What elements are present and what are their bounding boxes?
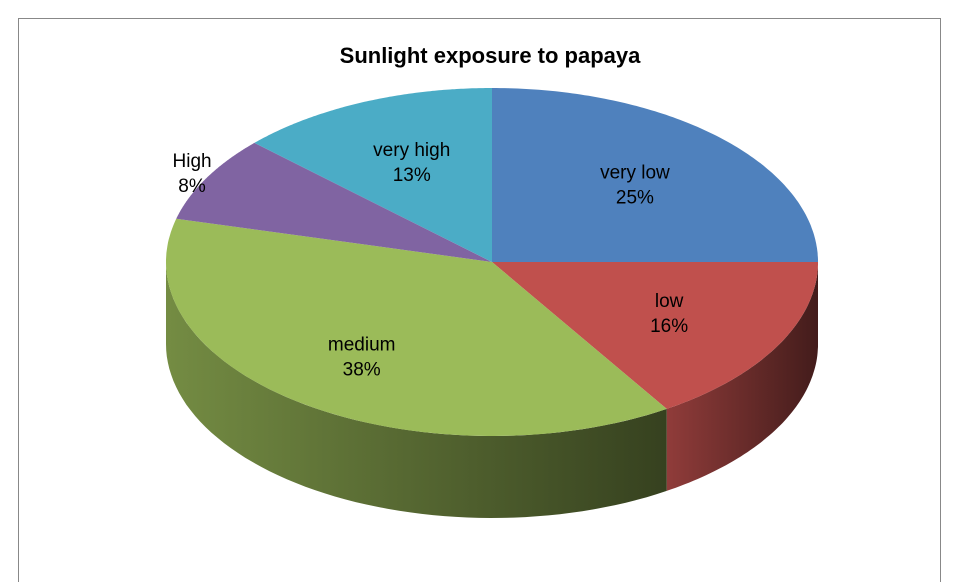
pie-slice [492, 88, 818, 262]
pie-slice [254, 88, 492, 262]
pie-sides [166, 262, 818, 518]
slice-category-label: very high [373, 140, 450, 161]
slice-category-label: medium [328, 335, 396, 356]
slice-value-label: 13% [393, 165, 431, 186]
pie-slice-side [666, 262, 818, 491]
labels: very low 25% low 16% medium 38% High 8% very hig… [173, 140, 689, 381]
slice-category-label: very low [600, 163, 670, 184]
pie-slice [492, 262, 818, 409]
slice-value-label: 38% [343, 360, 381, 381]
slice-value-label: 16% [650, 316, 688, 337]
slice-category-label: High [173, 151, 212, 172]
slice-value-label: 25% [616, 188, 654, 209]
pie-slice-side [166, 262, 667, 518]
slice-value-label: 8% [178, 176, 206, 197]
slice-category-label: low [655, 291, 684, 312]
pie-slice [176, 142, 492, 262]
chart-title: Sunlight exposure to papaya [340, 43, 641, 68]
pie-tops [166, 88, 818, 436]
pie-slice [166, 218, 667, 436]
